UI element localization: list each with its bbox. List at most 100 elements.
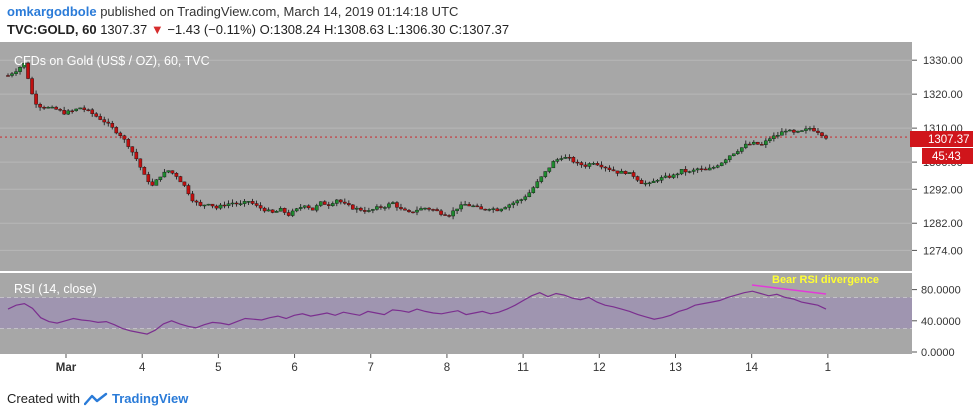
publish-info: omkargodbole published on TradingView.co… [7,4,458,19]
candle-body [170,170,175,174]
candle-body [306,205,311,209]
high-value: 1308.63 [336,22,384,37]
candle-body [515,200,520,204]
candle-body [62,110,66,115]
candle-body [788,129,792,132]
candle-body [166,170,171,173]
candle-body [314,205,319,211]
rsi-tick-label: 80.0000 [921,285,961,297]
candle-body [30,78,34,95]
price-axis[interactable] [912,42,975,354]
last-price: 1307.37 [100,22,148,37]
candle-body [78,107,82,110]
candle-body [258,205,263,209]
candle-body [318,201,323,206]
candle-body [294,208,299,212]
open-label: O: [259,22,274,37]
candle-body [335,199,339,204]
candle-body [238,203,243,205]
x-tick-label: 5 [215,362,221,374]
candle-body [302,205,307,208]
x-tick-label: 7 [368,362,374,374]
candle-body [290,210,295,216]
candle-body [756,141,760,145]
candle-body [46,107,50,109]
candle-body [379,206,383,208]
candle-body [551,161,556,169]
candle-body [683,169,688,173]
candle-body [347,203,351,206]
candle-body [150,181,155,186]
candle-body [752,141,756,145]
candle-body [387,203,391,208]
candle-body [487,209,491,211]
candle-body [531,187,536,193]
candle-body [86,109,90,111]
candle-body [415,209,419,213]
candle-body [266,209,271,212]
x-tick-label: Mar [56,362,77,374]
candle-body [26,62,30,79]
candle-body [627,172,632,174]
candle-body [707,167,712,171]
candle-body [527,192,532,198]
candle-body [731,153,736,156]
candle-body [359,207,363,211]
candle-body [18,67,22,72]
candle-body [214,205,219,209]
candle-body [383,207,387,209]
candle-body [254,203,259,206]
candle-body [118,132,123,136]
y-tick-label: 1282.00 [923,218,963,230]
tradingview-brand[interactable]: TradingView [111,391,189,406]
candle-body [463,204,467,206]
high-label: H: [323,22,337,37]
candle-body [399,207,403,210]
candle-body [274,211,279,213]
candle-body [322,201,327,205]
candle-body [651,180,656,184]
candle-body [591,163,596,165]
candle-body [134,151,139,160]
y-tick-label: 1274.00 [923,245,963,257]
candle-body [663,175,668,178]
candle-body [74,108,78,112]
price-grid [0,59,912,251]
open-value: 1308.24 [273,22,321,37]
candle-body [154,179,159,186]
candle-body [587,163,592,167]
divergence-annotation: Bear RSI divergence [772,274,879,286]
candle-body [599,164,604,168]
candle-body [703,168,708,171]
candle-body [66,110,70,115]
candle-body [431,209,435,211]
price-chart[interactable]: 1330.001320.001310.001300.001292.001282.… [0,42,975,382]
candle-body [639,180,644,184]
candle-body [719,162,724,166]
candle-body [768,138,772,142]
candle-body [483,208,487,211]
x-tick-label: 12 [593,362,606,374]
candle-body [691,169,696,172]
symbol-label: TVC:GOLD, 60 [7,22,97,37]
candle-body [631,172,636,177]
candle-body [90,109,95,114]
candle-body [298,207,303,209]
candle-body [671,174,676,178]
candle-body [792,129,796,133]
candle-body [471,205,475,208]
candle-body [330,203,335,206]
candle-body [583,164,588,167]
candle-body [491,208,495,210]
time-axis[interactable] [0,354,912,382]
rsi-band [0,297,912,329]
author-link[interactable]: omkargodbole [7,4,97,19]
candle-body [230,202,235,205]
candle-body [760,144,764,146]
candle-body [796,130,800,133]
rsi-layer [0,290,912,335]
price-axis-ticks: 1330.001320.001310.001300.001292.001282.… [912,55,963,359]
candle-body [178,176,183,183]
candle-body [595,163,600,166]
candle-body [695,168,700,171]
